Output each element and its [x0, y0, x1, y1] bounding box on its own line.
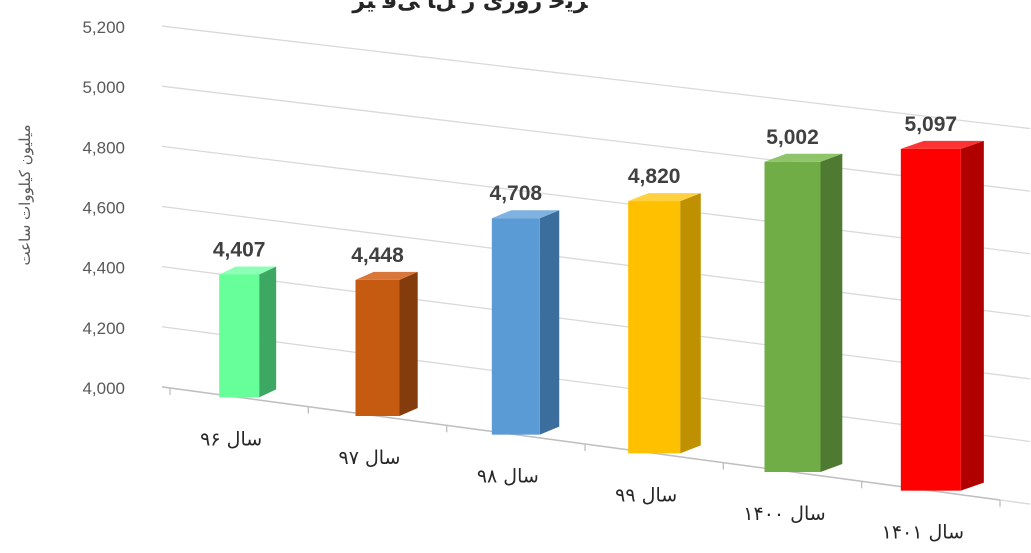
bar-side-face	[399, 271, 418, 416]
data-label: 5,002	[766, 126, 819, 149]
category-label: سال ۹۶	[200, 428, 262, 450]
gridline	[161, 326, 1031, 443]
bar	[355, 271, 418, 416]
x-axis	[161, 386, 1001, 507]
y-axis-ticks: 4,000 4,200 4,400 4,600 4,800 5,000 5,200	[82, 18, 125, 398]
y-tick-label: 4,400	[82, 259, 125, 278]
bar-top-face	[628, 193, 701, 202]
bar-side-face	[259, 266, 277, 398]
data-labels: 4,407 4,448 4,708 4,820 5,002 5,097	[213, 113, 957, 267]
gridline	[161, 205, 1031, 317]
bar-front-face	[491, 218, 540, 435]
bar	[628, 193, 701, 454]
bar	[219, 266, 277, 398]
category-label: سال ۱۴۰۱	[882, 522, 964, 544]
bar-front-face	[219, 274, 260, 398]
bar	[900, 140, 984, 491]
bar-top-face	[491, 210, 560, 219]
data-label: 4,820	[628, 165, 681, 188]
bars	[219, 140, 984, 491]
category-label: سال ۹۷	[339, 447, 401, 469]
y-tick-label: 4,600	[82, 199, 125, 218]
y-tick-label: 5,200	[82, 18, 125, 37]
bar-side-face	[820, 153, 843, 473]
category-labels: سال ۹۶ سال ۹۷ سال ۹۸ سال ۹۹ سال ۱۴۰۰ سال ۱۴۰۱	[200, 428, 964, 543]
data-label: 4,708	[490, 182, 543, 205]
gridline	[161, 85, 1031, 192]
bar	[764, 153, 843, 473]
x-axis-line	[161, 386, 1001, 501]
bar-top-face	[219, 266, 277, 275]
bar-front-face	[900, 148, 961, 491]
y-axis-title: میلیون کیلووات ساعت	[16, 124, 34, 265]
y-tick-label: 4,200	[82, 319, 125, 338]
data-label: 4,448	[351, 244, 404, 267]
gridline	[161, 265, 1031, 380]
data-label: 5,097	[905, 113, 958, 136]
bar-front-face	[764, 161, 821, 473]
bar-front-face	[628, 201, 681, 454]
bar-side-face	[539, 210, 560, 435]
bar	[491, 210, 560, 435]
gridline	[161, 25, 1031, 130]
category-label: سال ۹۹	[615, 484, 677, 506]
bar-top-face	[355, 271, 418, 280]
bar-side-face	[680, 193, 701, 454]
bar-top-face	[900, 140, 984, 149]
category-label: سال ۱۴۰۰	[743, 503, 825, 525]
y-tick-label: 5,000	[82, 78, 125, 97]
category-label: سال ۹۸	[477, 466, 539, 488]
y-tick-label: 4,800	[82, 138, 125, 157]
y-tick-label: 4,000	[82, 379, 125, 398]
gridline	[161, 145, 1031, 255]
bar-side-face	[960, 140, 984, 491]
chart-title: ﺮﯾﺧ ﺭﻭﺭی ﺭ ﻞﺎ ﻰﻗ ﻴﺮ	[351, 0, 587, 14]
data-label: 4,407	[213, 238, 266, 261]
bar-top-face	[764, 153, 843, 162]
bar-front-face	[355, 279, 400, 416]
gridlines	[161, 25, 1031, 505]
